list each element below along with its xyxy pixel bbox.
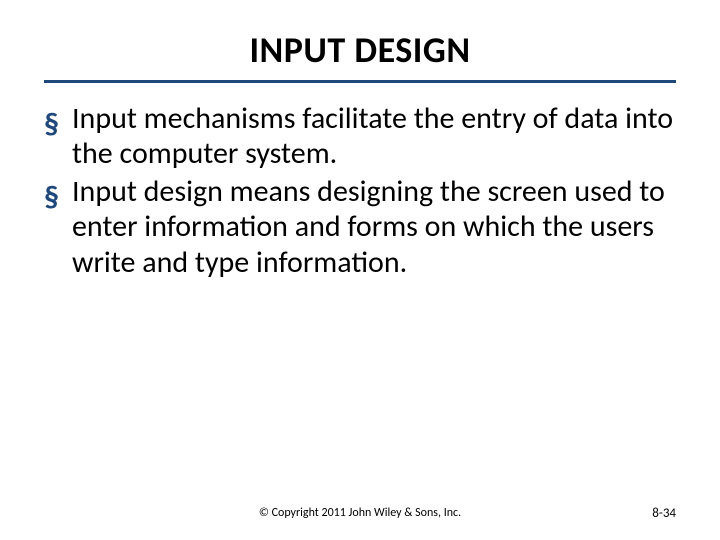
bullet-text: Input mechanisms facilitate the entry of… <box>72 100 673 172</box>
title-rule <box>44 80 676 83</box>
footer: © Copyright 2011 John Wiley & Sons, Inc.… <box>0 506 720 520</box>
bullet-marker-icon: § <box>44 180 59 215</box>
list-item: § Input design means designing the scree… <box>44 174 676 280</box>
page-number: 8-34 <box>652 506 676 521</box>
bullet-marker-icon: § <box>44 107 59 142</box>
slide-container: INPUT DESIGN § Input mechanisms facilita… <box>0 0 720 540</box>
bullet-list: § Input mechanisms facilitate the entry … <box>44 101 676 280</box>
list-item: § Input mechanisms facilitate the entry … <box>44 101 676 172</box>
bullet-text: Input design means designing the screen … <box>72 173 665 281</box>
slide-title: INPUT DESIGN <box>44 28 676 72</box>
copyright-text: © Copyright 2011 John Wiley & Sons, Inc. <box>259 506 461 520</box>
